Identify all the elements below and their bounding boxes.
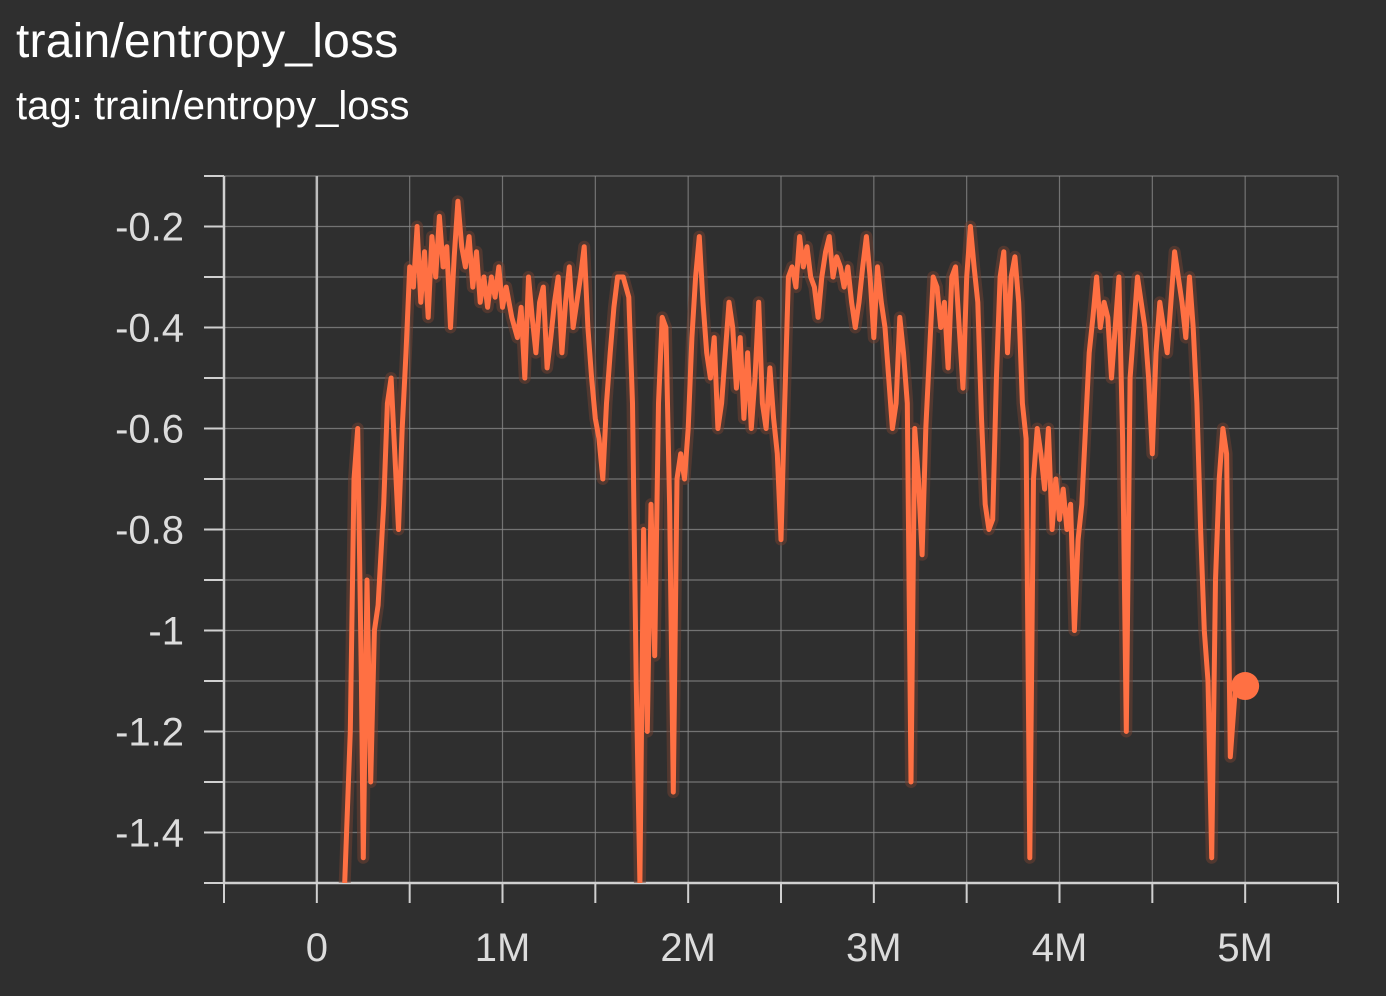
chart-title: train/entropy_loss <box>16 15 399 68</box>
series-line[interactable] <box>342 198 1247 883</box>
y-tick-label: -1.4 <box>115 812 184 856</box>
y-tick-label: -0.2 <box>115 206 184 250</box>
chart-subtitle: tag: train/entropy_loss <box>16 84 410 128</box>
series-end-marker[interactable] <box>1231 672 1260 701</box>
y-tick-label: -0.6 <box>115 408 184 452</box>
x-tick-label: 5M <box>1217 926 1273 970</box>
x-tick-label: 2M <box>660 926 716 970</box>
x-tick-label: 0 <box>306 926 328 970</box>
y-tick-label: -1 <box>148 610 184 654</box>
y-tick-label: -1.2 <box>115 711 184 755</box>
y-tick-label: -0.4 <box>115 307 184 351</box>
x-tick-label: 4M <box>1032 926 1088 970</box>
y-tick-label: -0.8 <box>115 509 184 553</box>
x-tick-label: 3M <box>846 926 902 970</box>
x-tick-label: 1M <box>475 926 531 970</box>
